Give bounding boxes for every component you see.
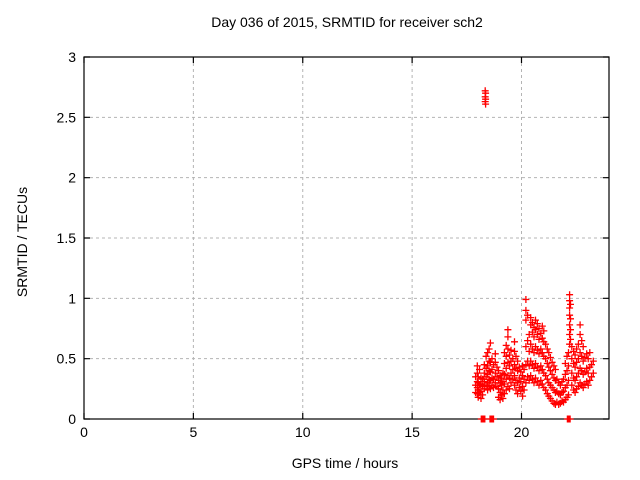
tick-marks (83, 56, 609, 420)
y-tick-label: 2.5 (57, 109, 77, 125)
x-axis-label: GPS time / hours (292, 455, 399, 471)
axis-ticks (83, 56, 609, 420)
y-tick-label: 2 (68, 170, 76, 186)
data-series-srmtid (472, 87, 597, 423)
chart-title: Day 036 of 2015, SRMTID for receiver sch… (211, 14, 483, 30)
x-tick-label: 5 (189, 424, 197, 440)
y-tick-label: 3 (68, 49, 76, 65)
y-tick-label: 0 (68, 411, 76, 427)
y-axis-label: SRMTID / TECUs (14, 187, 30, 297)
grid-path (84, 57, 609, 419)
x-tick-label: 10 (295, 424, 311, 440)
x-tick-label: 15 (404, 424, 420, 440)
x-tick-label: 0 (80, 424, 88, 440)
tick-labels: 0 5 10 15 20 0 0.5 1 1.5 2 2.5 3 (57, 49, 530, 440)
y-tick-label: 1 (68, 290, 76, 306)
plot-points (472, 87, 597, 423)
y-tick-label: 1.5 (57, 230, 77, 246)
x-tick-label: 20 (514, 424, 530, 440)
y-tick-label: 0.5 (57, 351, 77, 367)
grid-lines (84, 57, 609, 419)
